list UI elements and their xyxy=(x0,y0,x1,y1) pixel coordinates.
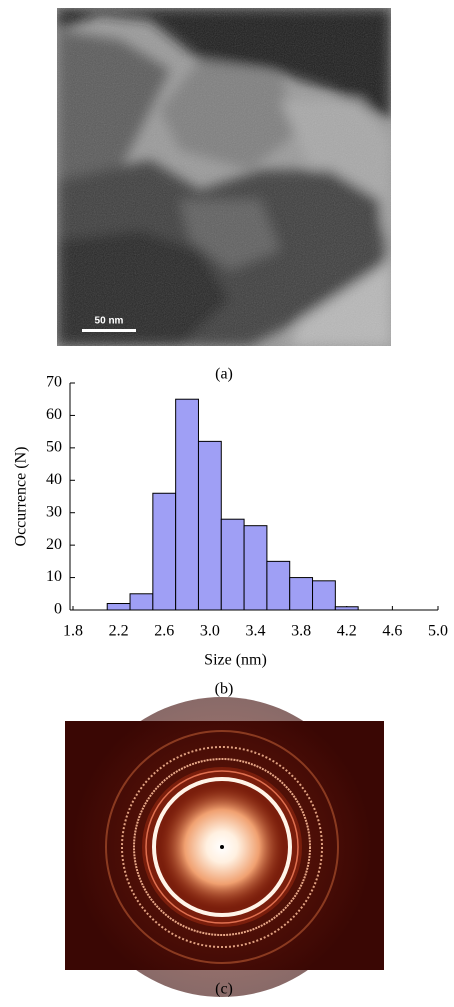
bar xyxy=(334,606,359,611)
panel-label: (c) xyxy=(215,981,233,998)
bar xyxy=(289,577,314,611)
y-tick-label: 50 xyxy=(46,439,62,456)
x-tick-label: 1.8 xyxy=(63,623,83,640)
y-tick-label: 0 xyxy=(54,601,62,618)
y-tick-label: 10 xyxy=(46,568,62,585)
bar xyxy=(129,593,154,611)
histogram: 0 10 20 30 40 50 60 70 1.8 2.2 2.6 3.0 3.4 3.8 4.2 4.6 5… xyxy=(13,374,448,669)
x-tick-label: 3.0 xyxy=(200,623,220,640)
y-tick-label: 60 xyxy=(46,406,62,423)
y-tick-label: 70 xyxy=(46,374,62,391)
bar xyxy=(106,603,131,611)
bar xyxy=(266,560,291,611)
bar xyxy=(243,525,268,611)
bar xyxy=(197,440,222,611)
panel-label: (b) xyxy=(215,681,234,698)
y-tick-label: 40 xyxy=(46,471,62,488)
tem-image: 50 nm xyxy=(57,8,391,346)
x-tick-label: 5.0 xyxy=(428,623,448,640)
diffraction-image xyxy=(65,697,384,997)
bar xyxy=(175,398,199,611)
y-axis-title: Occurrence (N) xyxy=(13,447,30,547)
bar xyxy=(152,492,177,611)
scale-bar-label: 50 nm xyxy=(95,316,124,327)
y-tick-label: 30 xyxy=(46,503,62,520)
x-tick-label: 3.4 xyxy=(246,623,266,640)
x-tick-label: 2.6 xyxy=(154,623,174,640)
panel-label: (a) xyxy=(215,366,233,383)
x-tick-label: 4.6 xyxy=(382,623,402,640)
y-tick-label: 20 xyxy=(46,536,62,553)
scale-bar xyxy=(82,329,136,332)
x-axis-title: Size (nm) xyxy=(204,652,267,669)
x-tick-label: 4.2 xyxy=(337,623,357,640)
bar xyxy=(312,580,336,611)
x-tick-label: 3.8 xyxy=(291,623,311,640)
bar xyxy=(220,518,245,611)
x-tick-label: 2.2 xyxy=(109,623,129,640)
